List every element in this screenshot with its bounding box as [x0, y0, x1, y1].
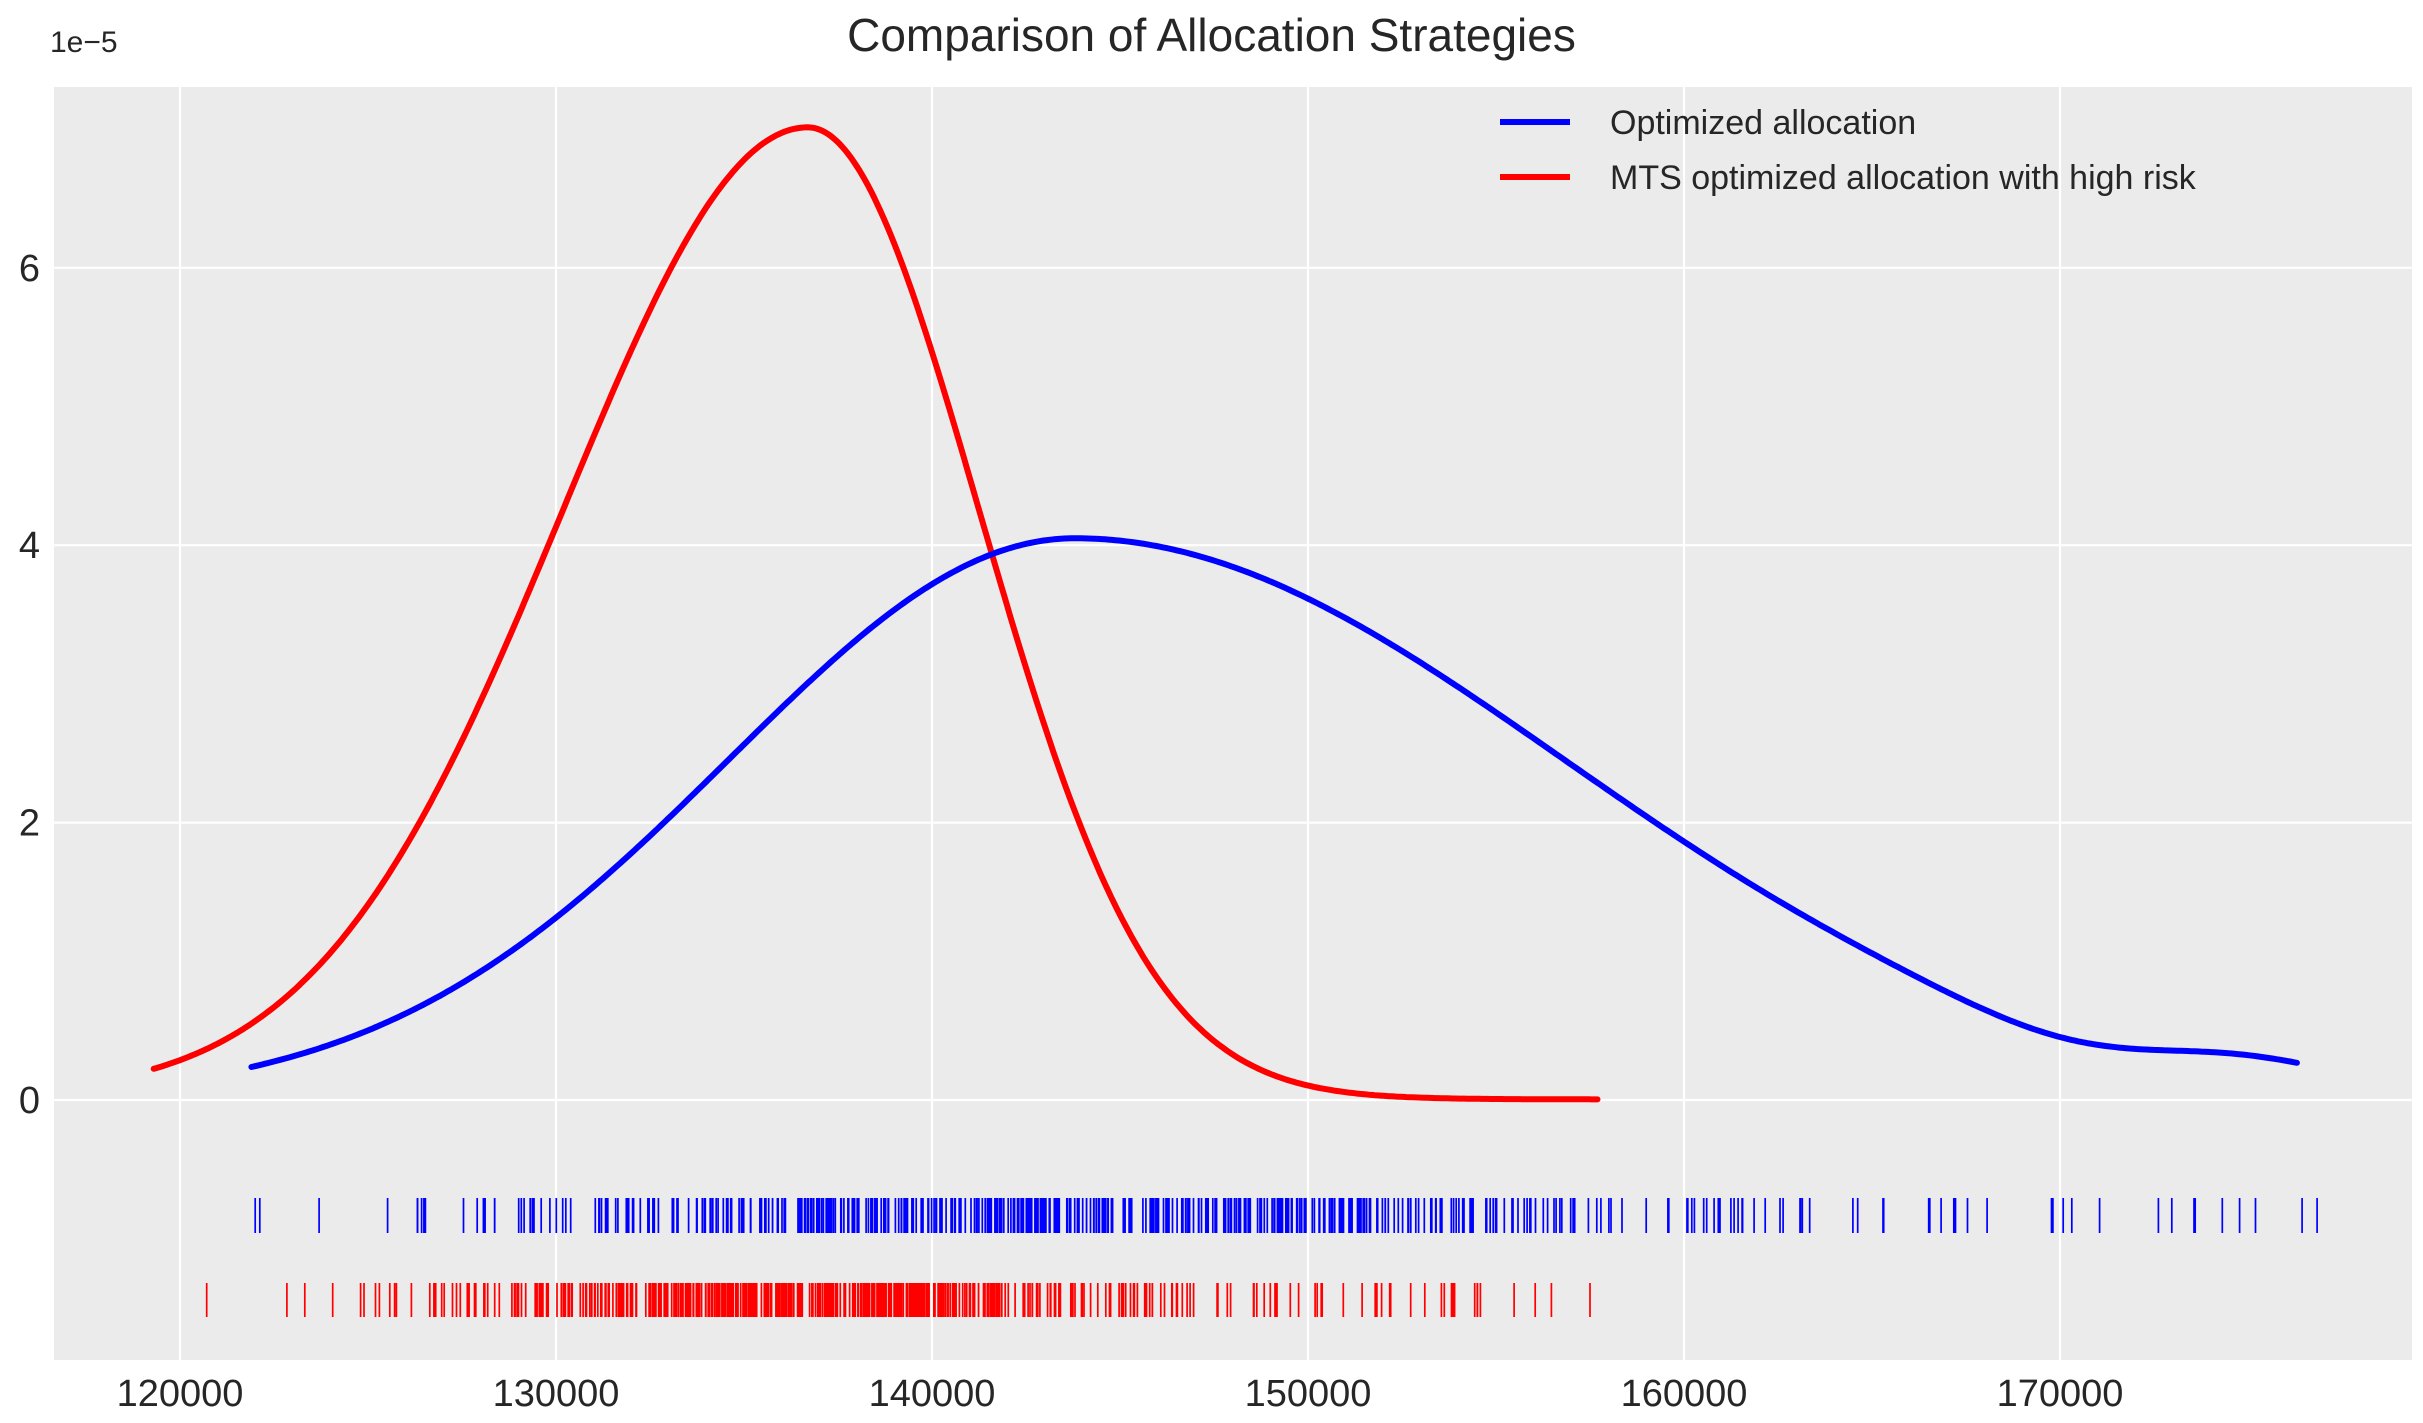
- svg-text:120000: 120000: [117, 1373, 244, 1415]
- svg-text:Optimized allocation: Optimized allocation: [1610, 104, 1916, 142]
- svg-text:6: 6: [19, 248, 40, 290]
- svg-text:MTS optimized allocation with: MTS optimized allocation with high risk: [1610, 159, 2197, 197]
- svg-text:150000: 150000: [1245, 1373, 1372, 1415]
- svg-text:2: 2: [19, 803, 40, 845]
- svg-text:130000: 130000: [493, 1373, 620, 1415]
- svg-text:140000: 140000: [869, 1373, 996, 1415]
- svg-text:4: 4: [19, 525, 40, 567]
- svg-text:0: 0: [19, 1080, 40, 1122]
- svg-text:170000: 170000: [1997, 1373, 2124, 1415]
- svg-text:160000: 160000: [1621, 1373, 1748, 1415]
